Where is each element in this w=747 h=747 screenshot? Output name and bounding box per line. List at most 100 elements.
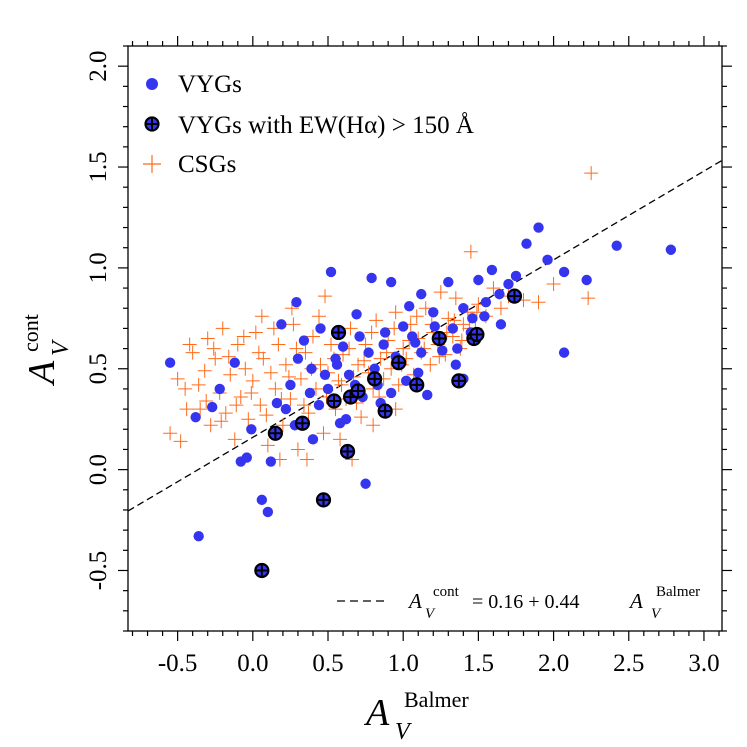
csg-point — [423, 357, 438, 372]
legend-csg-marker — [143, 155, 161, 173]
csg-point — [313, 357, 328, 372]
vyg-point — [404, 301, 415, 312]
x-axis-label-sub: V — [395, 719, 412, 745]
csg-point — [193, 402, 208, 417]
csg-point — [486, 281, 501, 296]
csg-point — [271, 337, 286, 352]
vyg-point — [542, 254, 553, 266]
vyg-point — [360, 478, 371, 489]
y-tick-label: 1.0 — [85, 252, 112, 283]
csg-point — [441, 311, 456, 326]
vyg-point — [558, 266, 570, 278]
vyg-point — [510, 270, 522, 282]
csg-point — [433, 285, 448, 300]
csg-point — [531, 295, 546, 310]
csg-point — [396, 341, 411, 356]
csg-point — [163, 426, 178, 441]
vyg-point — [337, 341, 349, 352]
vyg-point — [313, 399, 325, 411]
vyg-point — [413, 367, 424, 378]
vyg-point — [452, 343, 463, 354]
vyg-point — [280, 403, 292, 415]
y-tick-label: 0.5 — [85, 353, 112, 384]
csg-point — [456, 317, 471, 332]
csg-point — [251, 345, 266, 360]
csg-point — [293, 371, 308, 386]
y-axis-label: A V cont — [18, 314, 74, 387]
vyg-point — [397, 321, 409, 332]
vyg-point — [366, 272, 377, 284]
csg-point — [305, 329, 320, 344]
x-axis-label-symbol: A — [363, 692, 390, 734]
x-tick-label: 3.0 — [688, 650, 719, 677]
csg-point — [182, 337, 197, 352]
csg-series — [163, 166, 599, 467]
vyg-point — [193, 530, 204, 542]
vyg-point — [558, 347, 570, 358]
vyg-point — [207, 401, 218, 413]
csg-point — [296, 398, 311, 413]
csg-point — [369, 313, 384, 328]
vyg-point — [479, 311, 490, 322]
y-tick-label: -0.5 — [85, 551, 112, 591]
csg-point — [215, 321, 230, 336]
csg-point — [170, 371, 185, 386]
vyg-point — [246, 424, 257, 435]
csg-point — [185, 345, 200, 360]
vyg-point — [495, 319, 507, 330]
vyg-ew-point — [315, 492, 332, 508]
y-axis-label-symbol: A — [21, 360, 63, 387]
vyg-point — [291, 296, 302, 308]
x-tick-label: 2.0 — [538, 650, 569, 677]
vyg-point — [276, 319, 287, 330]
vyg-point — [265, 456, 277, 467]
vyg-point — [307, 434, 319, 445]
x-tick-label: 0.5 — [312, 650, 343, 677]
csg-point — [206, 341, 221, 356]
csg-point — [233, 390, 248, 404]
x-axis-label-sup: Balmer — [404, 687, 469, 712]
csg-point — [178, 381, 193, 396]
vyg-point — [190, 411, 201, 423]
csg-point — [275, 418, 290, 433]
vyg-point — [379, 327, 391, 338]
csg-point — [227, 432, 242, 447]
vyg-point — [331, 359, 343, 370]
csg-point — [223, 367, 238, 382]
fit-lhs-sup: cont — [433, 584, 460, 600]
csg-point — [203, 418, 218, 433]
csg-point — [354, 410, 369, 425]
csg-point — [316, 426, 331, 441]
vyg-ew-point — [294, 415, 311, 431]
vyg-point — [385, 387, 397, 399]
csg-point — [351, 357, 366, 372]
csg-point — [278, 357, 293, 372]
legend-vyg-marker — [146, 78, 158, 90]
csg-point — [324, 337, 339, 352]
vyg-point — [262, 506, 274, 518]
fit-equation: A V cont = 0.16 + 0.44 A V Balmer — [337, 584, 700, 622]
fit-lhs-symbol: A — [407, 589, 422, 613]
vyg-point — [241, 452, 252, 463]
x-tick-label: -0.5 — [158, 650, 198, 677]
csg-point — [241, 412, 256, 427]
csg-point — [214, 414, 229, 429]
vyg-point — [494, 288, 505, 300]
fit-rhs-sub: V — [651, 606, 662, 622]
csg-point — [333, 432, 348, 447]
vyg-point — [298, 335, 310, 346]
y-axis-label-sup: cont — [18, 314, 43, 352]
vyg-point — [378, 339, 389, 350]
fit-equation-text: = 0.16 + 0.44 — [472, 591, 580, 613]
csg-point — [290, 442, 305, 457]
csg-point — [259, 408, 274, 423]
vyg-ew-point — [409, 377, 425, 393]
vyg-point — [473, 274, 484, 286]
csg-point — [493, 301, 508, 316]
legend-vyg-label: VYGs — [178, 71, 242, 98]
axis-ticks — [118, 36, 732, 641]
csg-point — [199, 394, 214, 409]
vyg-ew-series — [254, 288, 523, 579]
vyg-ew-point — [330, 324, 347, 341]
csg-point — [248, 325, 263, 340]
